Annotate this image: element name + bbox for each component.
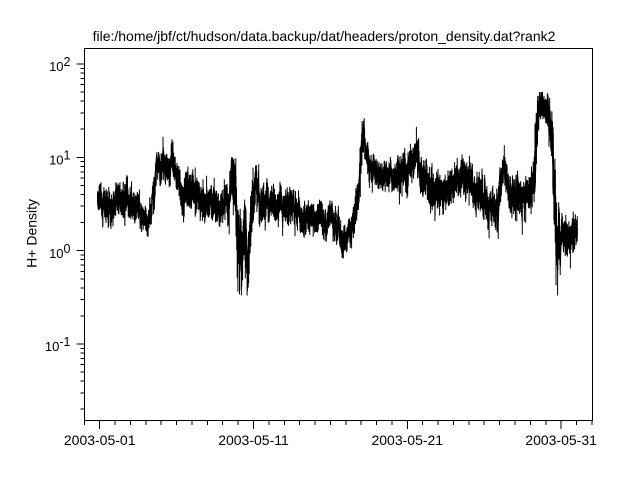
svg-text:2003-05-31: 2003-05-31 (525, 432, 597, 448)
svg-text:H+ Density: H+ Density (24, 199, 40, 268)
svg-text:2003-05-11: 2003-05-11 (218, 432, 289, 448)
svg-text:file:/home/jbf/ct/hudson/data.: file:/home/jbf/ct/hudson/data.backup/dat… (93, 28, 556, 44)
svg-text:2003-05-01: 2003-05-01 (64, 432, 136, 448)
svg-text:2003-05-21: 2003-05-21 (371, 432, 443, 448)
